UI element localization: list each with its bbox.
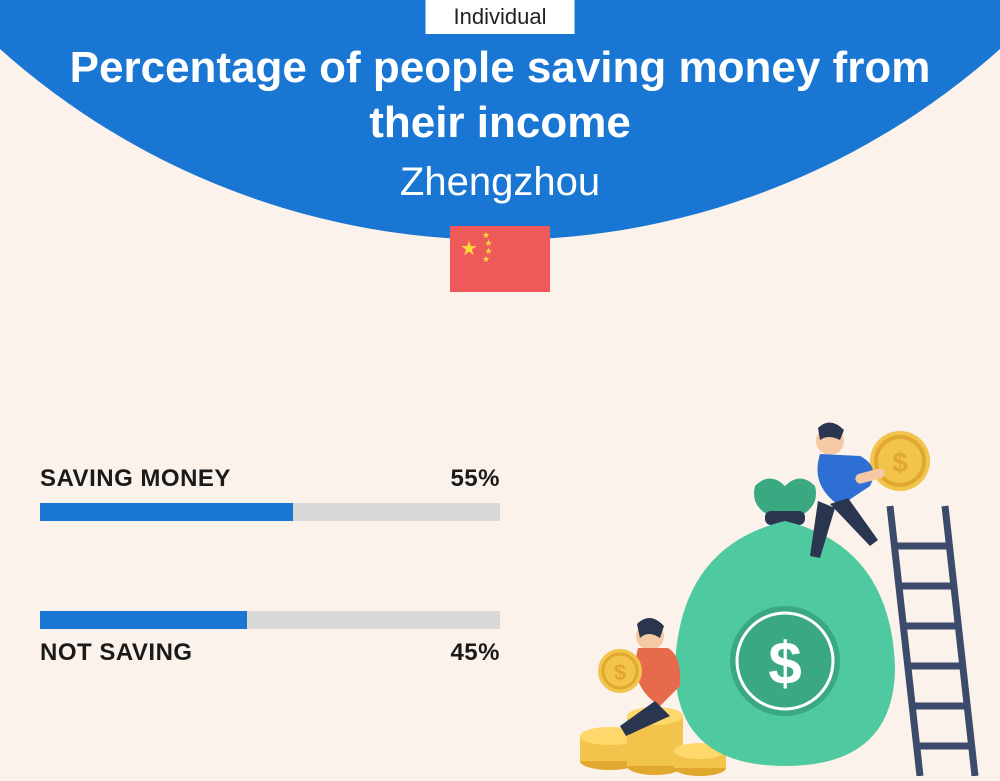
city-name: Zhengzhou bbox=[0, 160, 1000, 205]
star-icon: ★ bbox=[460, 236, 478, 261]
bar-chart: SAVING MONEY 55% NOT SAVING 45% bbox=[40, 465, 500, 757]
bar-track bbox=[40, 503, 500, 521]
category-badge-label: Individual bbox=[454, 4, 547, 29]
bar-value: 55% bbox=[450, 465, 500, 493]
page-title: Percentage of people saving money from t… bbox=[0, 40, 1000, 150]
category-badge: Individual bbox=[426, 0, 575, 34]
svg-text:$: $ bbox=[892, 447, 908, 478]
svg-text:$: $ bbox=[768, 630, 801, 697]
bar-fill bbox=[40, 611, 247, 629]
svg-text:$: $ bbox=[614, 660, 626, 685]
star-icon: ★ ★ ★★ bbox=[482, 231, 493, 263]
savings-illustration: $ $ bbox=[560, 416, 980, 776]
flag-china: ★ ★ ★ ★★ bbox=[450, 226, 550, 292]
bar-track bbox=[40, 611, 500, 629]
bar-label: NOT SAVING bbox=[40, 639, 193, 667]
ladder-icon bbox=[890, 506, 975, 776]
bar-saving-money: SAVING MONEY 55% bbox=[40, 465, 500, 521]
bar-value: 45% bbox=[450, 639, 500, 667]
bar-fill bbox=[40, 503, 293, 521]
bar-label: SAVING MONEY bbox=[40, 465, 231, 493]
bar-not-saving: NOT SAVING 45% bbox=[40, 611, 500, 667]
